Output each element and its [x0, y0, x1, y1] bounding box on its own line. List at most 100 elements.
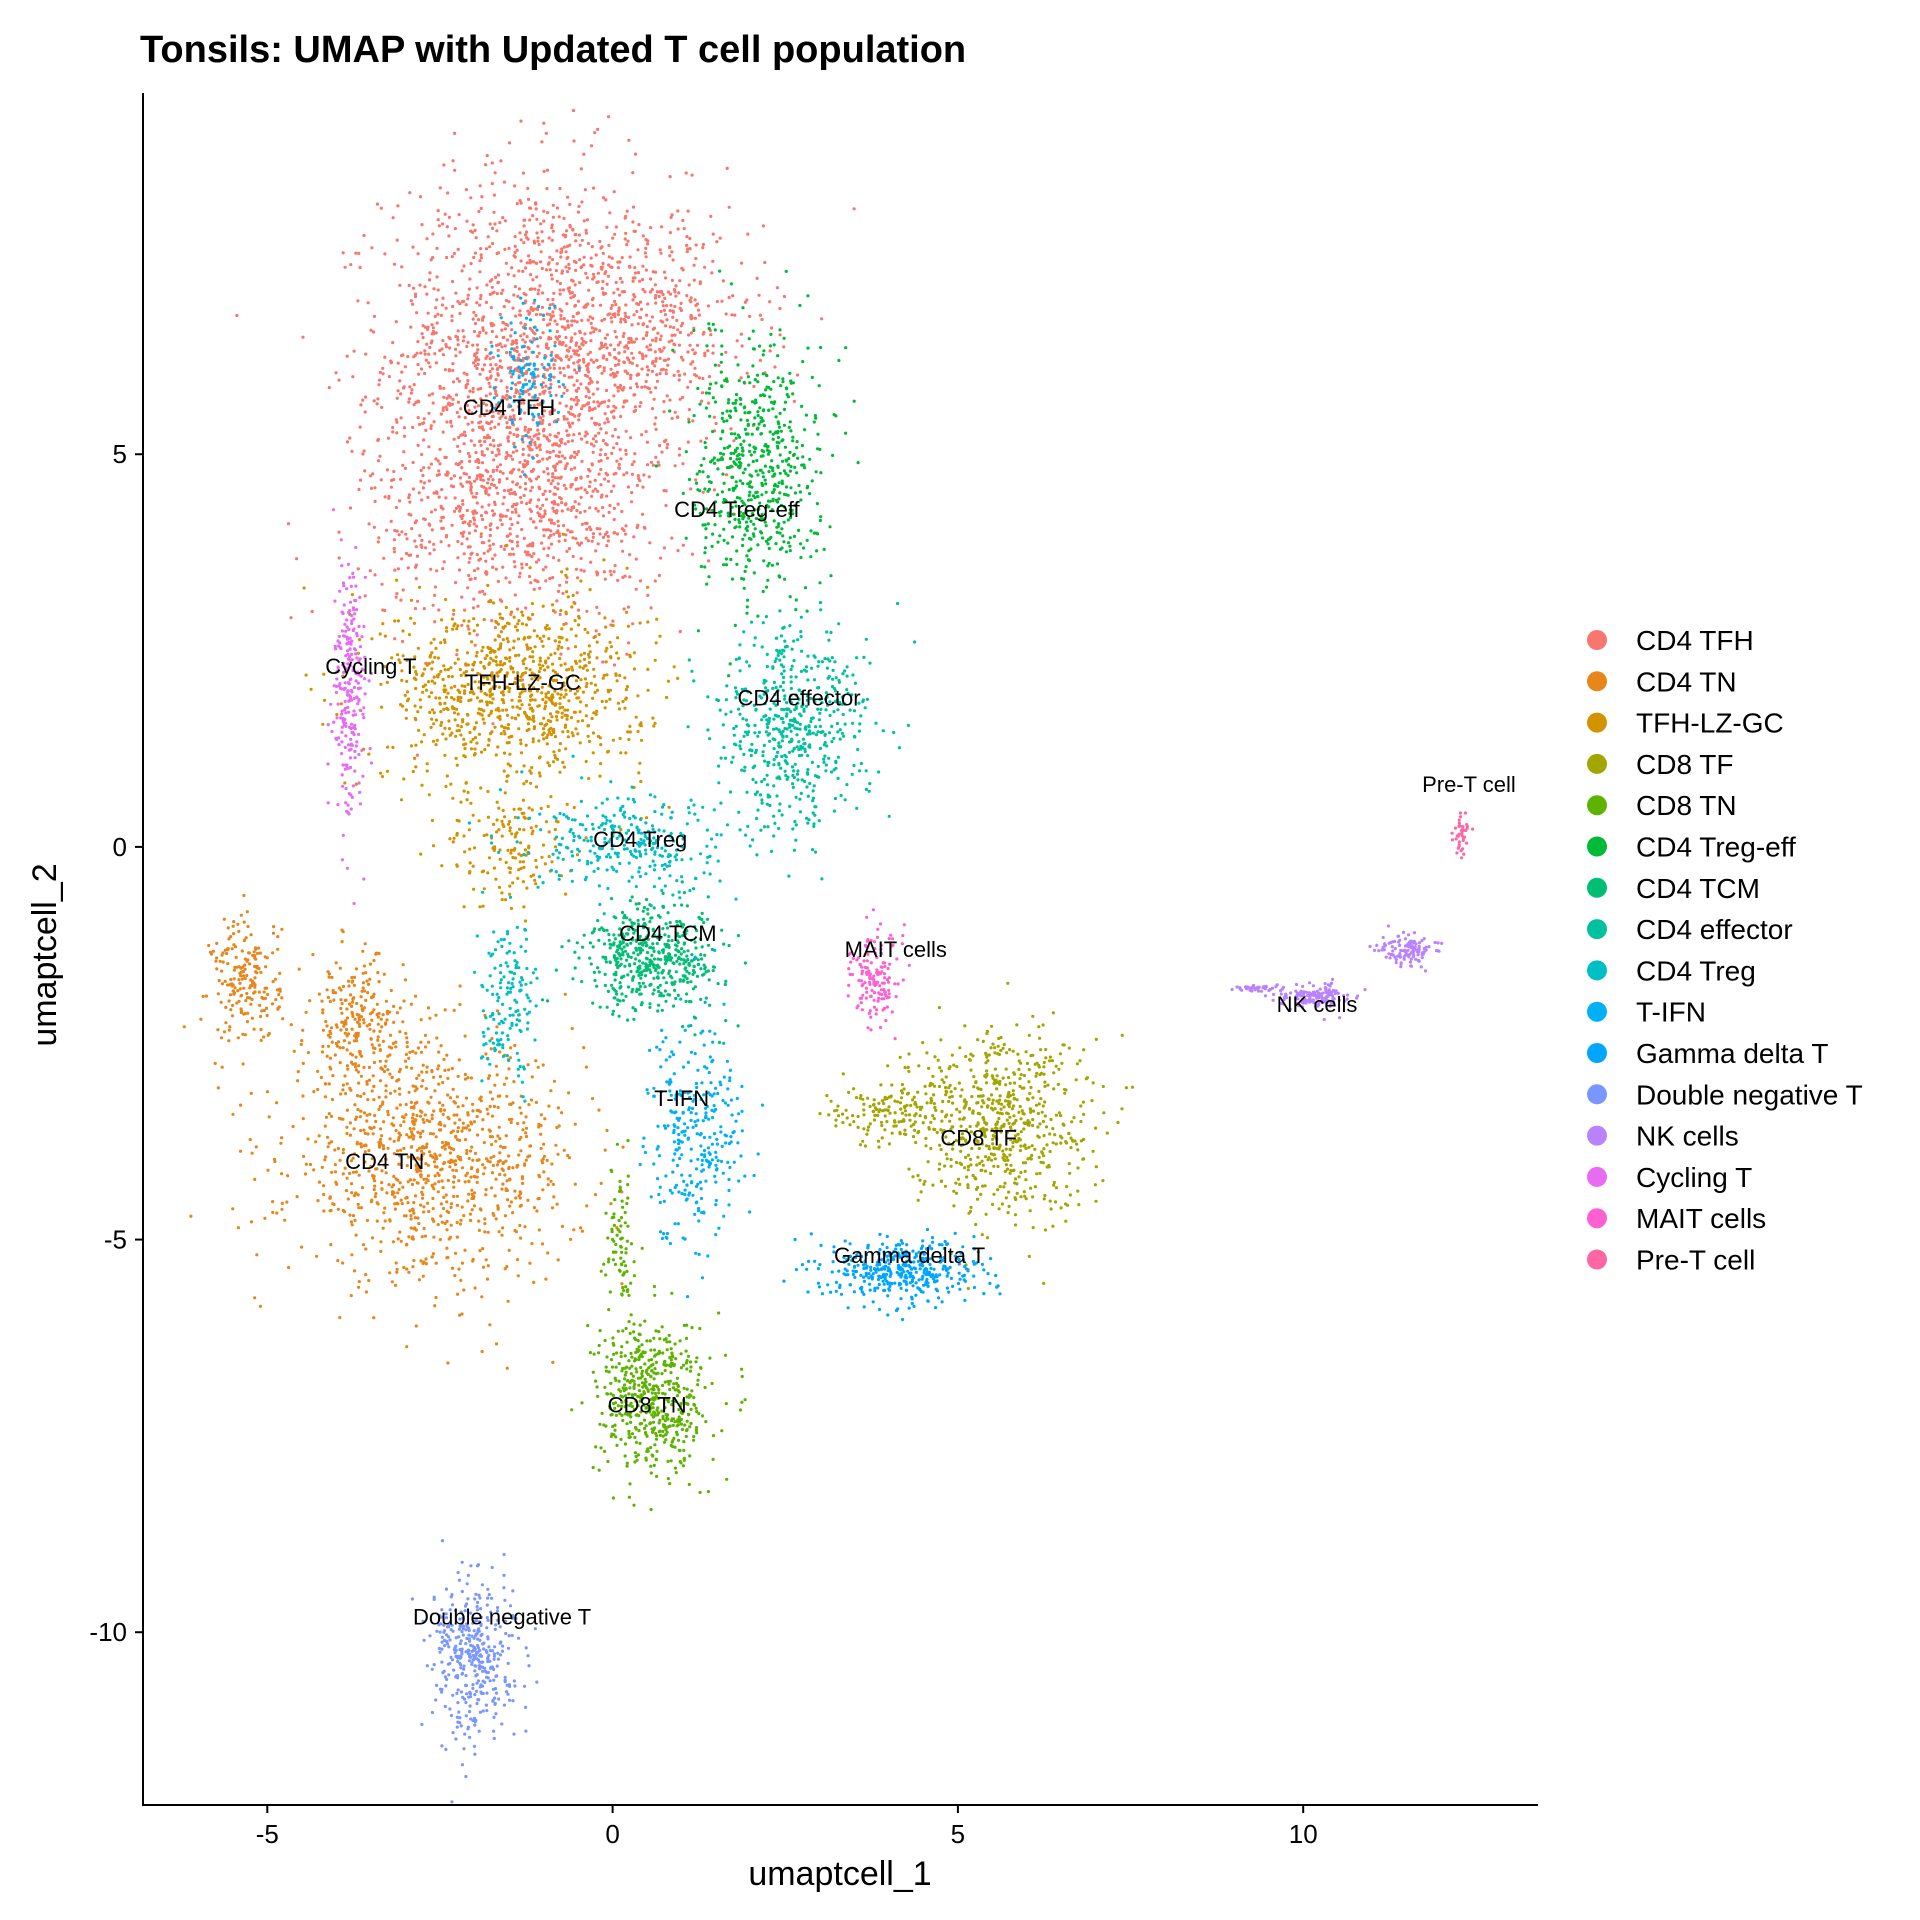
data-point — [464, 386, 468, 390]
data-point — [644, 238, 648, 242]
data-point — [254, 1145, 258, 1149]
data-point — [575, 452, 579, 456]
data-point — [382, 1211, 386, 1215]
data-point — [475, 501, 479, 505]
data-point — [668, 175, 672, 179]
data-point — [560, 711, 564, 715]
data-point — [664, 372, 668, 376]
data-point — [351, 1062, 355, 1066]
data-point — [484, 487, 488, 491]
data-point — [456, 444, 460, 448]
data-point — [625, 399, 629, 403]
data-point — [621, 1145, 625, 1149]
data-point — [687, 333, 691, 337]
data-point — [381, 366, 385, 370]
data-point — [536, 428, 540, 432]
data-point — [566, 433, 570, 437]
data-point — [597, 423, 602, 427]
data-point — [612, 190, 616, 194]
data-point — [447, 215, 451, 219]
data-point — [444, 306, 448, 310]
data-point — [506, 435, 510, 439]
data-point — [536, 580, 540, 584]
data-point — [506, 323, 510, 327]
data-point — [421, 1129, 425, 1133]
data-point — [500, 698, 504, 702]
data-point — [485, 572, 489, 576]
data-point — [724, 312, 728, 316]
data-point — [607, 255, 611, 259]
data-point — [491, 565, 495, 569]
data-point — [674, 284, 678, 288]
data-point — [525, 502, 529, 506]
data-point — [545, 368, 550, 372]
data-point — [574, 349, 578, 353]
data-point — [412, 286, 416, 290]
data-point — [519, 119, 523, 123]
data-point — [430, 1113, 434, 1117]
data-point — [697, 313, 702, 317]
data-point — [740, 261, 744, 265]
data-point — [418, 283, 422, 287]
data-point — [585, 668, 590, 672]
data-point — [608, 569, 612, 573]
data-point — [436, 656, 440, 660]
data-point — [226, 962, 230, 966]
data-point — [654, 641, 658, 645]
data-point — [331, 1202, 335, 1206]
data-point — [572, 1228, 576, 1232]
data-point — [538, 656, 542, 660]
data-point — [622, 400, 626, 404]
data-point — [689, 331, 694, 335]
data-point — [245, 910, 249, 914]
data-point — [743, 300, 748, 304]
data-point — [563, 385, 567, 389]
data-point — [503, 247, 507, 251]
data-point — [519, 334, 523, 338]
data-point — [446, 691, 450, 695]
data-point — [569, 467, 573, 471]
data-point — [393, 1283, 398, 1287]
data-point — [376, 1022, 380, 1026]
data-point — [182, 1025, 186, 1029]
data-point — [624, 452, 628, 456]
data-point — [235, 313, 239, 318]
data-point — [257, 990, 261, 994]
data-point — [391, 341, 395, 345]
data-point — [725, 166, 729, 170]
data-point — [773, 365, 777, 369]
data-point — [526, 550, 530, 554]
data-point — [449, 782, 453, 786]
data-point — [462, 1214, 466, 1218]
data-point — [590, 144, 594, 148]
data-point — [411, 1084, 415, 1088]
data-point — [421, 421, 425, 426]
data-point — [471, 428, 475, 432]
data-point — [312, 1168, 316, 1172]
data-point — [454, 462, 458, 466]
data-point — [428, 1150, 432, 1154]
data-point — [478, 303, 482, 307]
data-point — [729, 427, 733, 431]
data-point — [370, 246, 374, 250]
data-point — [555, 329, 559, 334]
data-point — [301, 1094, 305, 1098]
data-point — [384, 1084, 388, 1088]
data-point — [548, 303, 552, 307]
data-point — [569, 339, 573, 343]
data-point — [611, 623, 615, 628]
data-point — [624, 610, 629, 614]
data-point — [586, 401, 591, 405]
data-point — [418, 1135, 423, 1139]
data-point — [605, 333, 610, 337]
data-point — [449, 1202, 454, 1206]
data-point — [638, 723, 642, 727]
scatter-points — [182, 108, 1475, 1804]
data-point — [582, 360, 586, 364]
data-point — [618, 383, 623, 388]
data-point — [514, 1196, 518, 1200]
data-point — [452, 608, 456, 612]
data-point — [550, 1206, 555, 1210]
data-point — [542, 121, 546, 125]
